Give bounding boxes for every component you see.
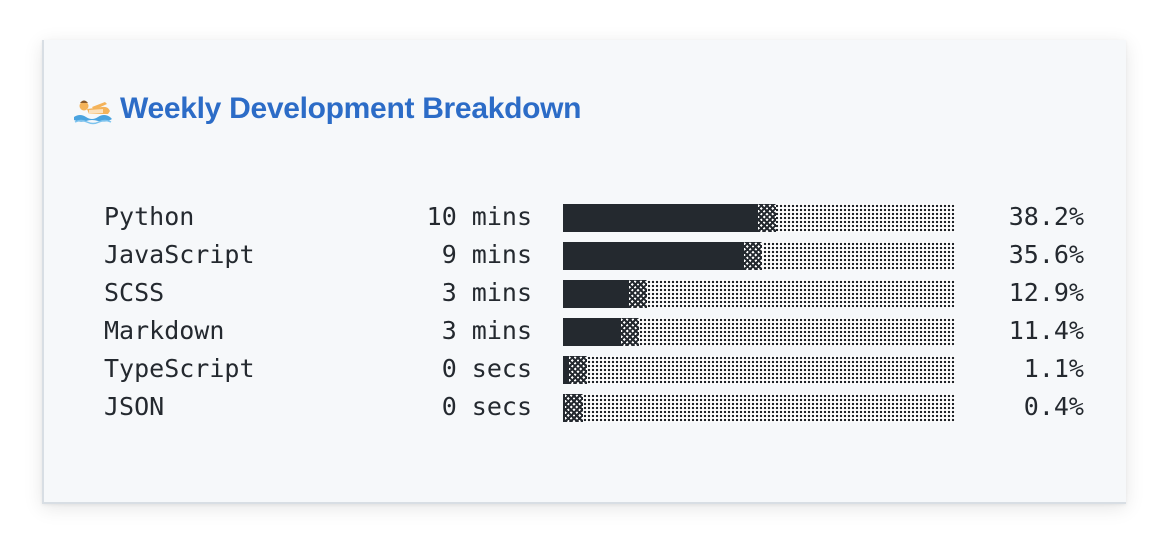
time-spent: 10 mins xyxy=(426,202,532,231)
language-stats-list: Python 10 mins 38.2% JavaScript 9 mins 35.6% S… xyxy=(104,198,1084,426)
stat-row: Markdown 3 mins 11.4% xyxy=(104,312,1084,350)
progress-bar-fill xyxy=(563,280,629,308)
stat-row: Python 10 mins 38.2% xyxy=(104,198,1084,236)
percent-label: 11.4% xyxy=(1008,316,1084,345)
progress-bar xyxy=(563,394,955,422)
language-name: SCSS xyxy=(104,278,165,307)
language-name: JavaScript xyxy=(104,240,255,269)
swimmer-icon xyxy=(72,93,114,125)
progress-bar-fill xyxy=(563,318,621,346)
progress-bar-edge xyxy=(565,394,583,422)
percent-label: 1.1% xyxy=(1023,354,1084,383)
language-name: Markdown xyxy=(104,316,225,345)
percent-label: 12.9% xyxy=(1008,278,1084,307)
progress-bar xyxy=(563,356,955,384)
time-spent: 3 mins xyxy=(441,316,532,345)
percent-label: 0.4% xyxy=(1023,392,1084,421)
progress-bar xyxy=(563,204,955,232)
progress-bar-edge xyxy=(758,204,776,232)
weekly-breakdown-card: Weekly Development Breakdown Python 10 mi… xyxy=(42,40,1126,504)
progress-bar xyxy=(563,318,955,346)
language-name: Python xyxy=(104,202,195,231)
time-spent: 0 secs xyxy=(441,354,532,383)
progress-bar-edge xyxy=(621,318,639,346)
card-title[interactable]: Weekly Development Breakdown xyxy=(120,92,582,125)
time-spent: 3 mins xyxy=(441,278,532,307)
progress-bar-fill xyxy=(563,204,758,232)
stat-row: JavaScript 9 mins 35.6% xyxy=(104,236,1084,274)
stat-row: JSON 0 secs 0.4% xyxy=(104,388,1084,426)
progress-bar xyxy=(563,242,955,270)
language-name: JSON xyxy=(104,392,165,421)
stat-row: TypeScript 0 secs 1.1% xyxy=(104,350,1084,388)
progress-bar-fill xyxy=(563,242,744,270)
progress-bar-fill xyxy=(563,356,569,384)
percent-label: 35.6% xyxy=(1008,240,1084,269)
progress-bar-edge xyxy=(744,242,762,270)
progress-bar-edge xyxy=(629,280,647,308)
card-header: Weekly Development Breakdown xyxy=(72,92,582,126)
language-name: TypeScript xyxy=(104,354,255,383)
stat-row: SCSS 3 mins 12.9% xyxy=(104,274,1084,312)
progress-bar-edge xyxy=(569,356,587,384)
time-spent: 0 secs xyxy=(441,392,532,421)
progress-bar-fill xyxy=(563,394,565,422)
percent-label: 38.2% xyxy=(1008,202,1084,231)
time-spent: 9 mins xyxy=(441,240,532,269)
progress-bar xyxy=(563,280,955,308)
